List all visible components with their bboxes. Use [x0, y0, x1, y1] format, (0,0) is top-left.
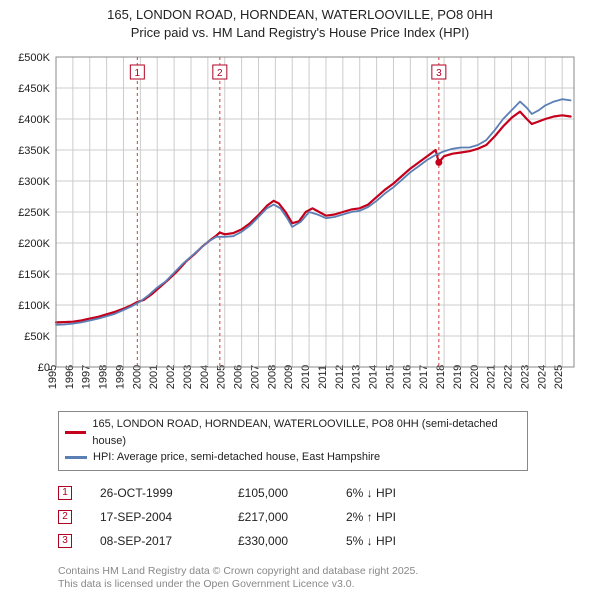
svg-text:2003: 2003	[182, 365, 194, 389]
svg-text:1997: 1997	[81, 365, 93, 389]
svg-text:2024: 2024	[536, 365, 548, 389]
svg-text:2002: 2002	[165, 365, 177, 389]
svg-text:3: 3	[436, 68, 442, 79]
license-line-1: Contains HM Land Registry data © Crown c…	[58, 565, 600, 579]
svg-text:2012: 2012	[334, 365, 346, 389]
event-diff: 2% ↑ HPI	[346, 510, 466, 524]
svg-text:2022: 2022	[503, 365, 515, 389]
legend-item: 165, LONDON ROAD, HORNDEAN, WATERLOOVILL…	[65, 416, 521, 449]
legend-label: HPI: Average price, semi-detached house,…	[93, 449, 380, 466]
svg-text:£150K: £150K	[18, 269, 50, 281]
svg-text:2021: 2021	[486, 365, 498, 389]
event-row: 2 17-SEP-2004 £217,000 2% ↑ HPI	[58, 505, 528, 529]
event-price: £217,000	[238, 510, 318, 524]
svg-text:2010: 2010	[300, 365, 312, 389]
svg-text:2000: 2000	[131, 365, 143, 389]
legend-swatch	[65, 456, 87, 459]
svg-text:£400K: £400K	[18, 114, 50, 126]
svg-text:2023: 2023	[519, 365, 531, 389]
svg-text:£50K: £50K	[24, 331, 50, 343]
svg-text:2015: 2015	[384, 365, 396, 389]
svg-text:1996: 1996	[64, 365, 76, 389]
svg-text:2006: 2006	[233, 365, 245, 389]
event-marker: 1	[58, 486, 72, 500]
legend-swatch	[65, 431, 86, 434]
svg-text:2017: 2017	[418, 365, 430, 389]
svg-text:2011: 2011	[317, 365, 329, 389]
event-marker: 2	[58, 510, 72, 524]
event-date: 08-SEP-2017	[100, 534, 210, 548]
svg-text:£300K: £300K	[18, 176, 50, 188]
legend-item: HPI: Average price, semi-detached house,…	[65, 449, 521, 466]
event-row: 3 08-SEP-2017 £330,000 5% ↓ HPI	[58, 529, 528, 553]
line-chart: £0£50K£100K£150K£200K£250K£300K£350K£400…	[4, 49, 578, 405]
svg-text:1: 1	[135, 68, 141, 79]
svg-text:£200K: £200K	[18, 238, 50, 250]
svg-text:1995: 1995	[47, 365, 59, 389]
event-date: 26-OCT-1999	[100, 486, 210, 500]
svg-text:2008: 2008	[266, 365, 278, 389]
license-text: Contains HM Land Registry data © Crown c…	[58, 565, 600, 592]
svg-text:2016: 2016	[401, 365, 413, 389]
event-row: 1 26-OCT-1999 £105,000 6% ↓ HPI	[58, 481, 528, 505]
event-table: 1 26-OCT-1999 £105,000 6% ↓ HPI 2 17-SEP-2004…	[58, 481, 528, 553]
event-price: £105,000	[238, 486, 318, 500]
svg-text:2007: 2007	[249, 365, 261, 389]
legend: 165, LONDON ROAD, HORNDEAN, WATERLOOVILL…	[58, 411, 528, 471]
title-line-1: 165, LONDON ROAD, HORNDEAN, WATERLOOVILL…	[0, 6, 600, 24]
svg-text:2019: 2019	[452, 365, 464, 389]
svg-text:2018: 2018	[435, 365, 447, 389]
svg-text:2: 2	[217, 68, 223, 79]
svg-text:£350K: £350K	[18, 145, 50, 157]
svg-text:2014: 2014	[368, 365, 380, 389]
svg-text:2005: 2005	[216, 365, 228, 389]
svg-text:2001: 2001	[148, 365, 160, 389]
svg-text:£450K: £450K	[18, 83, 50, 95]
chart-title: 165, LONDON ROAD, HORNDEAN, WATERLOOVILL…	[0, 0, 600, 41]
event-price: £330,000	[238, 534, 318, 548]
event-diff: 6% ↓ HPI	[346, 486, 466, 500]
svg-text:2009: 2009	[283, 365, 295, 389]
svg-text:1998: 1998	[98, 365, 110, 389]
event-marker: 3	[58, 534, 72, 548]
svg-text:£250K: £250K	[18, 207, 50, 219]
title-line-2: Price paid vs. HM Land Registry's House …	[0, 24, 600, 42]
legend-label: 165, LONDON ROAD, HORNDEAN, WATERLOOVILL…	[92, 416, 521, 449]
svg-text:1999: 1999	[114, 365, 126, 389]
svg-text:2025: 2025	[553, 365, 565, 389]
svg-text:£500K: £500K	[18, 52, 50, 64]
event-diff: 5% ↓ HPI	[346, 534, 466, 548]
svg-text:2020: 2020	[469, 365, 481, 389]
svg-text:2004: 2004	[199, 365, 211, 389]
svg-text:2013: 2013	[351, 365, 363, 389]
event-date: 17-SEP-2004	[100, 510, 210, 524]
svg-text:£100K: £100K	[18, 300, 50, 312]
chart-area: £0£50K£100K£150K£200K£250K£300K£350K£400…	[4, 49, 578, 405]
